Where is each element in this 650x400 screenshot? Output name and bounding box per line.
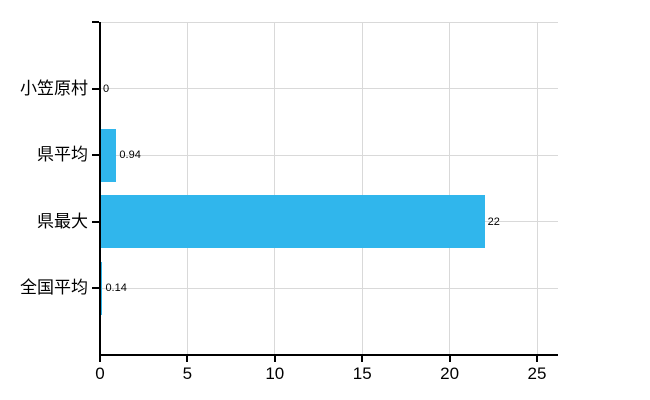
grid-line-horizontal bbox=[100, 21, 558, 23]
grid-line-horizontal bbox=[100, 154, 558, 156]
x-axis-line bbox=[99, 354, 558, 356]
category-label: 全国平均 bbox=[20, 278, 88, 298]
x-tick-label: 15 bbox=[352, 364, 372, 383]
x-tick-label: 5 bbox=[182, 364, 193, 383]
y-axis-tick bbox=[92, 21, 99, 23]
x-tick-label: 10 bbox=[265, 364, 285, 383]
x-axis-tick bbox=[186, 355, 189, 362]
grid-line-vertical bbox=[274, 22, 276, 355]
grid-line-horizontal bbox=[100, 88, 558, 90]
value-label: 0.94 bbox=[119, 149, 141, 162]
x-tick-label: 0 bbox=[95, 364, 105, 383]
grid-line-vertical bbox=[536, 22, 538, 355]
y-axis-line bbox=[99, 22, 101, 355]
x-tick-label: 20 bbox=[440, 364, 460, 383]
y-axis-tick bbox=[92, 287, 99, 290]
x-axis-tick bbox=[99, 355, 101, 362]
y-axis-tick bbox=[92, 154, 99, 157]
value-label: 0 bbox=[103, 82, 110, 95]
x-axis-tick bbox=[448, 355, 451, 362]
grid-line-vertical bbox=[186, 22, 188, 355]
x-axis-tick bbox=[273, 355, 276, 362]
grid-line-vertical bbox=[361, 22, 363, 355]
y-axis-tick bbox=[92, 87, 99, 90]
grid-line-vertical bbox=[449, 22, 451, 355]
bar bbox=[100, 128, 117, 182]
category-label: 県平均 bbox=[37, 145, 88, 165]
bar bbox=[100, 195, 485, 249]
x-axis-tick bbox=[536, 355, 539, 362]
category-label: 県最大 bbox=[37, 211, 88, 231]
x-tick-label: 25 bbox=[527, 364, 547, 383]
y-axis-tick bbox=[92, 220, 99, 223]
value-label: 0.14 bbox=[105, 282, 127, 295]
value-label: 22 bbox=[487, 215, 500, 228]
category-label: 小笠原村 bbox=[20, 78, 88, 98]
grid-line-horizontal bbox=[100, 287, 558, 289]
bar bbox=[100, 261, 103, 315]
x-axis-tick bbox=[361, 355, 364, 362]
